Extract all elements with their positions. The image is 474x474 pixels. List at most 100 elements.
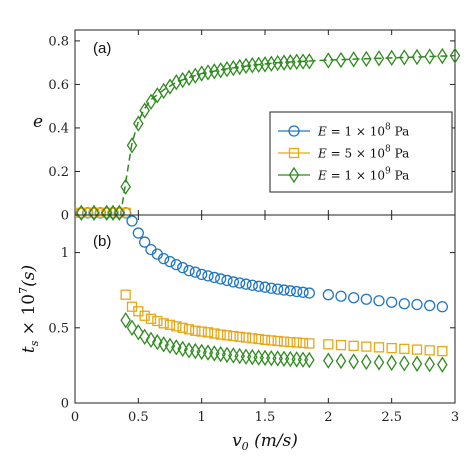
y-tick-label: 0.2 bbox=[48, 165, 69, 180]
data-point-diamond-2-38 bbox=[424, 355, 435, 373]
data-point-diamond-2-31 bbox=[335, 352, 347, 370]
x-tick-label: 1.5 bbox=[255, 410, 276, 425]
data-point-diamond-2-26 bbox=[285, 350, 296, 368]
data-point-circle-0-17 bbox=[234, 277, 246, 289]
data-point-diamond-2-9 bbox=[145, 93, 157, 111]
data-point-circle-0-13 bbox=[208, 271, 220, 284]
data-point-diamond-2-33 bbox=[361, 353, 372, 371]
data-point-square-1-28 bbox=[297, 337, 309, 349]
data-point-diamond-2-11 bbox=[190, 342, 201, 360]
data-point-square-1-13 bbox=[202, 327, 214, 338]
data-point-square-1-14 bbox=[209, 328, 220, 339]
panel-b: 00.51 0 0.5 1 1.5 2 2.5 3 (b) ts × 107(s) v0 (… bbox=[17, 30, 459, 453]
data-point-square-1-9 bbox=[177, 322, 188, 333]
data-point-diamond-2-15 bbox=[183, 69, 195, 87]
data-point-circle-0-33 bbox=[373, 295, 385, 307]
data-point-circle-0-36 bbox=[411, 298, 423, 311]
data-point-square-1-37 bbox=[411, 344, 423, 355]
data-point-square-1-38 bbox=[424, 345, 435, 356]
data-point-square-1-21 bbox=[253, 333, 264, 345]
data-point-diamond-2-37 bbox=[348, 51, 359, 68]
data-point-circle-0-20 bbox=[253, 280, 265, 292]
data-point-square-1-17 bbox=[228, 330, 239, 342]
data-point-diamond-2-13 bbox=[171, 74, 182, 91]
panel-b-y-ticks: 00.51 bbox=[48, 246, 455, 412]
data-point-circle-0-37 bbox=[424, 299, 436, 312]
data-point-diamond-2-5 bbox=[152, 333, 163, 351]
panel-a-y-ticks: 0 0.2 0.4 0.6 0.8 bbox=[48, 34, 455, 224]
data-point-diamond-2-28 bbox=[297, 351, 309, 368]
data-point-square-1-29 bbox=[304, 338, 315, 349]
legend-marker-square bbox=[288, 147, 300, 159]
data-point-diamond-2-13 bbox=[202, 344, 214, 361]
data-point-square-1-30 bbox=[323, 339, 334, 350]
data-point-circle-0-5 bbox=[158, 252, 170, 265]
panel-b-label: (b) bbox=[93, 233, 111, 250]
data-point-square-1-5 bbox=[152, 315, 163, 327]
data-point-diamond-2-35 bbox=[323, 52, 334, 69]
data-point-diamond-2-34 bbox=[373, 354, 385, 371]
data-point-square-1-35 bbox=[386, 342, 397, 354]
data-point-circle-0-18 bbox=[240, 278, 252, 290]
data-point-square-1-12 bbox=[196, 326, 207, 337]
data-point-circle-0-31 bbox=[348, 292, 360, 304]
data-point-square-1-22 bbox=[259, 334, 271, 345]
data-point-circle-0-14 bbox=[215, 273, 227, 285]
x-tick-label: 1 bbox=[198, 410, 206, 425]
data-point-diamond-2-4 bbox=[145, 331, 157, 349]
data-point-circle-0-7 bbox=[170, 258, 182, 271]
data-point-circle-0-8 bbox=[177, 261, 189, 274]
data-point-circle-0-27 bbox=[297, 286, 309, 298]
data-point-diamond-2-42 bbox=[411, 48, 423, 66]
legend-marker-circle bbox=[288, 125, 300, 137]
data-point-circle-0-34 bbox=[386, 296, 398, 308]
data-point-circle-0-29 bbox=[322, 289, 334, 301]
data-point-diamond-2-8 bbox=[139, 102, 150, 119]
x-tick-label: 2 bbox=[324, 410, 332, 425]
y-tick-label: 0.5 bbox=[48, 321, 69, 336]
data-point-diamond-2-0 bbox=[76, 204, 87, 222]
legend-marker-diamond bbox=[288, 166, 300, 184]
data-point-square-1-31 bbox=[335, 339, 347, 351]
data-point-square-1-23 bbox=[266, 335, 277, 346]
panel-a-y-axis-label: e bbox=[33, 112, 43, 132]
data-point-square-1-4 bbox=[145, 313, 157, 324]
data-point-diamond-2-36 bbox=[335, 51, 347, 69]
x-tick-label: 2.5 bbox=[381, 410, 402, 425]
y-tick-label: 0 bbox=[61, 397, 69, 412]
data-point-diamond-2-8 bbox=[171, 339, 182, 356]
data-point-square-1-3 bbox=[95, 207, 106, 218]
data-point-square-1-1 bbox=[82, 207, 93, 218]
data-point-square-1-24 bbox=[272, 335, 283, 347]
data-point-diamond-2-18 bbox=[234, 347, 245, 365]
data-point-diamond-2-1 bbox=[126, 319, 138, 337]
data-point-diamond-2-4 bbox=[114, 204, 125, 222]
data-point-diamond-2-11 bbox=[158, 82, 169, 100]
data-point-diamond-2-29 bbox=[304, 351, 315, 369]
data-point-diamond-2-17 bbox=[228, 347, 239, 364]
data-point-diamond-2-45 bbox=[449, 47, 461, 64]
data-point-diamond-2-25 bbox=[278, 350, 290, 367]
data-point-circle-0-12 bbox=[202, 270, 214, 282]
data-point-circle-0-32 bbox=[360, 293, 372, 305]
data-point-diamond-2-12 bbox=[196, 343, 207, 361]
data-point-circle-0-10 bbox=[189, 266, 201, 278]
y-tick-label: 0 bbox=[61, 209, 69, 224]
data-point-circle-0-35 bbox=[398, 298, 410, 310]
data-point-diamond-2-43 bbox=[424, 48, 435, 65]
data-point-square-1-7 bbox=[164, 319, 176, 330]
panel-b-y-axis-label: ts × 107(s) bbox=[17, 265, 41, 353]
data-point-diamond-2-7 bbox=[164, 337, 176, 355]
data-point-circle-0-26 bbox=[291, 285, 303, 298]
data-point-square-1-15 bbox=[215, 329, 226, 340]
y-tick-label: 0.8 bbox=[48, 34, 69, 49]
data-point-square-1-20 bbox=[247, 333, 258, 344]
data-point-diamond-2-35 bbox=[386, 354, 397, 372]
data-point-circle-0-6 bbox=[164, 255, 176, 268]
panel-a-data-marks bbox=[75, 47, 461, 222]
data-point-diamond-2-39 bbox=[373, 50, 385, 67]
data-point-diamond-2-2 bbox=[133, 324, 144, 341]
panel-b-x-ticks: 0 0.5 1 1.5 2 2.5 3 bbox=[71, 30, 459, 425]
panel-b-data-marks bbox=[120, 215, 448, 373]
data-point-square-1-33 bbox=[361, 341, 372, 352]
